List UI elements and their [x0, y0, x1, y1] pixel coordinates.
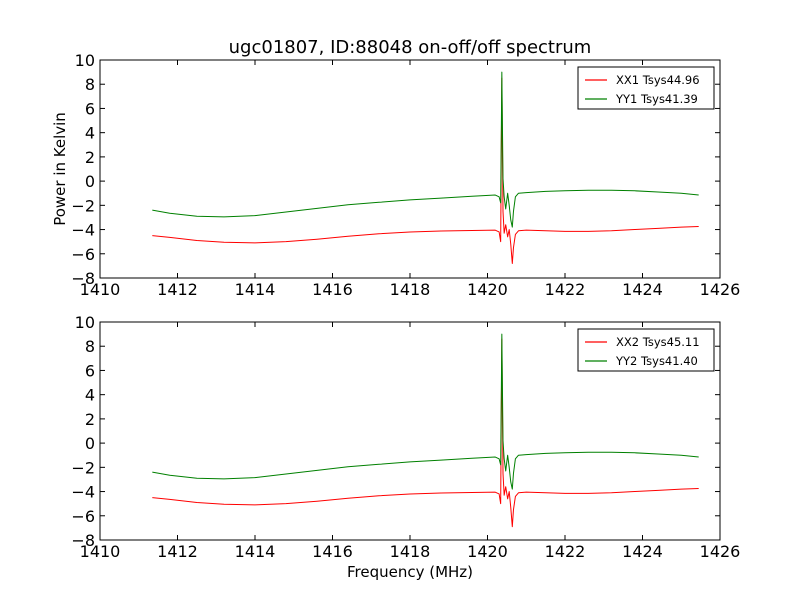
y-tick-label: 4 — [85, 386, 95, 405]
x-tick-label: 1418 — [390, 542, 431, 561]
y-tick-label: −8 — [71, 269, 95, 288]
y-tick-label: 6 — [85, 361, 95, 380]
legend-label: YY2 Tsys41.40 — [615, 354, 698, 368]
x-tick-label: 1410 — [80, 280, 121, 299]
y-tick-label: −4 — [71, 483, 95, 502]
legend — [577, 328, 715, 372]
series-line — [152, 77, 699, 264]
y-tick-label: 0 — [85, 172, 95, 191]
legend-label: XX2 Tsys45.11 — [616, 335, 700, 349]
figure-title: ugc01807, ID:88048 on-off/off spectrum — [229, 37, 592, 58]
series-line — [152, 333, 699, 490]
spectrum-panel-bottom: 1410 1412 1414 1416 1418 1420 1422 1424 1426 −8 −6… — [71, 313, 740, 581]
x-tick-label: 1426 — [700, 280, 741, 299]
y-tick-label: −4 — [71, 221, 95, 240]
x-tick-label: 1414 — [235, 542, 276, 561]
y-tick-label: 0 — [85, 434, 95, 453]
y-tick-label: 2 — [85, 410, 95, 429]
legend-label: XX1 Tsys44.96 — [616, 73, 700, 87]
y-tick-label: −8 — [71, 531, 95, 550]
x-tick-label: 1412 — [157, 542, 198, 561]
x-tick-label: 1412 — [157, 280, 198, 299]
y-tick-label: −6 — [71, 507, 95, 526]
x-tick-label: 1414 — [235, 280, 276, 299]
x-tick-label: 1424 — [622, 542, 663, 561]
series-line — [152, 338, 699, 528]
y-tick-label: 10 — [75, 51, 95, 70]
y-tick-label: 2 — [85, 148, 95, 167]
x-axis-label: Frequency (MHz) — [347, 563, 473, 581]
y-tick-label: 8 — [85, 75, 95, 94]
y-tick-label: −6 — [71, 245, 95, 264]
x-tick-label: 1422 — [545, 280, 586, 299]
x-tick-label: 1410 — [80, 542, 121, 561]
x-tick-label: 1424 — [622, 280, 663, 299]
y-tick-label: −2 — [71, 196, 95, 215]
spectrum-panel-top: 1410 1412 1414 1416 1418 1420 1422 1424 1426 −8 −6… — [51, 51, 740, 299]
series-line — [152, 71, 699, 228]
y-tick-label: −2 — [71, 458, 95, 477]
y-axis-label: Power in Kelvin — [51, 112, 69, 226]
y-tick-label: 8 — [85, 337, 95, 356]
x-tick-label: 1420 — [467, 542, 508, 561]
x-tick-label: 1418 — [390, 280, 431, 299]
y-tick-label: 4 — [85, 124, 95, 143]
y-tick-label: 10 — [75, 313, 95, 332]
legend — [577, 66, 715, 110]
x-tick-label: 1426 — [700, 542, 741, 561]
legend-label: YY1 Tsys41.39 — [615, 92, 698, 106]
x-tick-label: 1422 — [545, 542, 586, 561]
x-tick-label: 1416 — [312, 280, 353, 299]
x-tick-label: 1416 — [312, 542, 353, 561]
y-tick-label: 6 — [85, 99, 95, 118]
x-tick-label: 1420 — [467, 280, 508, 299]
